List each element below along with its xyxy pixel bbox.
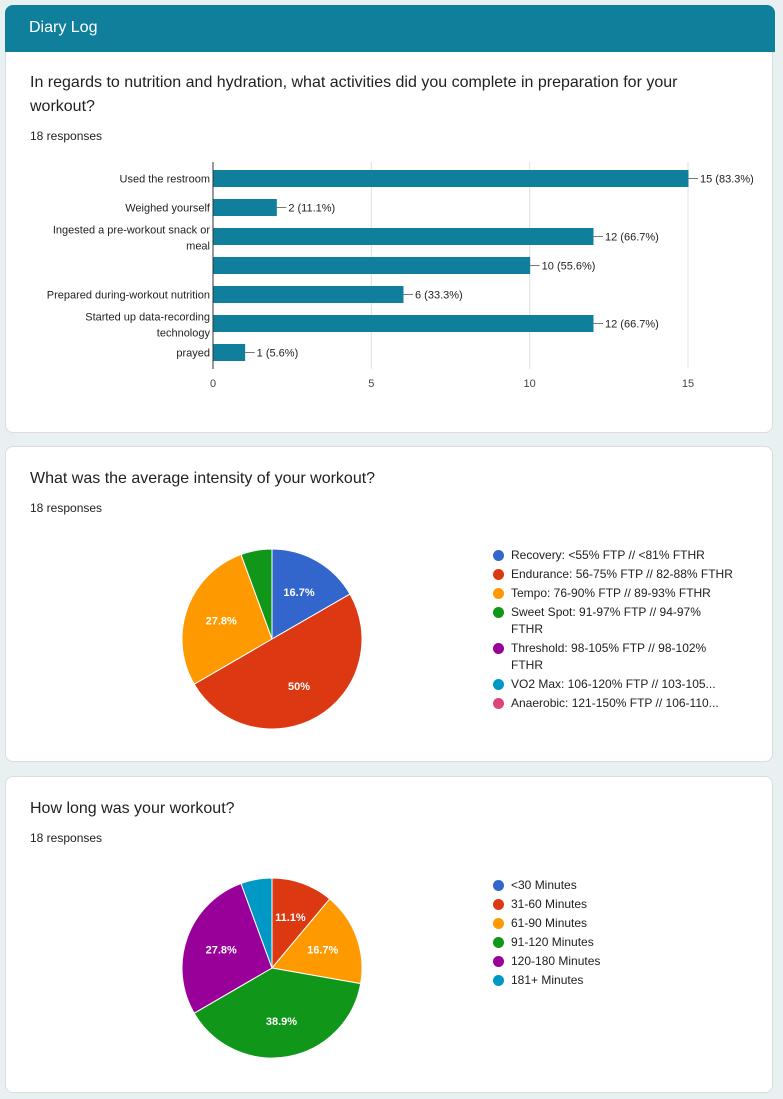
category-label: technology (157, 328, 211, 340)
data-label: 6 (33.3%) (415, 290, 463, 302)
legend-swatch (493, 899, 504, 910)
legend-swatch (493, 569, 504, 580)
category-label: Ingested a pre-workout snack or (53, 225, 210, 237)
pie-slice-label: 50% (288, 681, 310, 693)
legend-item: VO2 Max: 106-120% FTP // 103-105... (493, 676, 733, 693)
legend-swatch (493, 588, 504, 599)
data-label: 2 (11.1%) (288, 203, 335, 215)
legend-label: Sweet Spot: 91-97% FTP // 94-97% FTHR (511, 605, 701, 636)
bar (213, 315, 594, 332)
legend-label: VO2 Max: 106-120% FTP // 103-105... (511, 677, 716, 691)
legend-label: Recovery: <55% FTP // <81% FTHR (511, 548, 705, 562)
question-card-duration: How long was your workout? 18 responses … (5, 776, 773, 1093)
legend-swatch (493, 975, 504, 986)
question-title: How long was your workout? (30, 800, 235, 817)
legend-swatch (493, 698, 504, 709)
legend-item: 120-180 Minutes (493, 953, 733, 970)
question-title: In regards to nutrition and hydration, w… (30, 74, 678, 115)
pie-slice-label: 16.7% (307, 944, 338, 956)
pie-chart-duration: 11.1% 16.7% 38.9% 27.8% (181, 877, 363, 1059)
data-label: 12 (66.7%) (605, 232, 659, 244)
x-tick-label: 5 (368, 378, 374, 390)
category-label: prayed (176, 348, 210, 360)
pie-slice (271, 548, 351, 640)
legend-item: Threshold: 98-105% FTP // 98-102% FTHR (493, 640, 733, 674)
legend-intensity: Recovery: <55% FTP // <81% FTHR Endurance… (493, 547, 733, 714)
legend-swatch (493, 937, 504, 948)
pie-slice (271, 898, 363, 985)
pie-slice (193, 967, 362, 1059)
bar (213, 286, 404, 303)
response-count: 18 responses (30, 831, 103, 845)
question-title: What was the average intensity of your w… (30, 470, 376, 487)
bar (213, 199, 277, 216)
legend-swatch (493, 607, 504, 618)
category-label: Used the restroom (120, 174, 210, 186)
legend-label: 31-60 Minutes (511, 897, 588, 911)
pie-chart-intensity: 16.7% 50% 27.8% (181, 548, 363, 730)
x-tick-label: 15 (682, 378, 694, 390)
question-card-nutrition: In regards to nutrition and hydration, w… (5, 52, 773, 433)
pie-slice-label: 11.1% (275, 912, 306, 924)
response-count: 18 responses (30, 129, 103, 143)
category-label: Weighed yourself (125, 203, 211, 215)
legend-label: 181+ Minutes (511, 973, 584, 987)
form-header: Diary Log (5, 5, 775, 52)
legend-label: 120-180 Minutes (511, 954, 601, 968)
legend-label: Endurance: 56-75% FTP // 82-88% FTHR (511, 567, 733, 581)
x-tick-label: 0 (210, 378, 216, 390)
pie-slice (181, 553, 273, 685)
legend-swatch (493, 956, 504, 967)
legend-label: Threshold: 98-105% FTP // 98-102% FTHR (511, 641, 707, 672)
category-label: meal (186, 241, 210, 253)
legend-item: Recovery: <55% FTP // <81% FTHR (493, 547, 733, 564)
legend-item: 61-90 Minutes (493, 915, 733, 932)
data-label: 10 (55.6%) (542, 261, 596, 273)
legend-swatch (493, 643, 504, 654)
x-tick-label: 10 (524, 378, 536, 390)
legend-label: 91-120 Minutes (511, 935, 594, 949)
legend-item: <30 Minutes (493, 877, 733, 894)
pie-slice-label: 38.9% (266, 1016, 297, 1028)
category-label: Prepared during-workout nutrition (47, 290, 210, 302)
legend-swatch (493, 918, 504, 929)
bar (213, 344, 246, 361)
legend-item: 181+ Minutes (493, 972, 733, 989)
question-card-intensity: What was the average intensity of your w… (5, 446, 773, 762)
legend-label: Tempo: 76-90% FTP // 89-93% FTHR (511, 586, 711, 600)
legend-swatch (493, 679, 504, 690)
response-count: 18 responses (30, 501, 103, 515)
legend-item: 31-60 Minutes (493, 896, 733, 913)
legend-swatch (493, 550, 504, 561)
bar-chart: 0 5 10 15 15 (83.3%) Used the restroom 2 (11.1… (47, 162, 754, 390)
data-label: 12 (66.7%) (605, 319, 659, 331)
data-label: 1 (5.6%) (257, 348, 299, 360)
pie-slice-label: 16.7% (283, 587, 314, 599)
legend-label: <30 Minutes (511, 878, 577, 892)
legend-item: Sweet Spot: 91-97% FTP // 94-97% FTHR (493, 604, 733, 638)
legend-label: 61-90 Minutes (511, 916, 588, 930)
pie-slice-label: 27.8% (206, 616, 237, 628)
legend-item: Tempo: 76-90% FTP // 89-93% FTHR (493, 585, 733, 602)
legend-item: Anaerobic: 121-150% FTP // 106-110... (493, 695, 733, 712)
legend-label: Anaerobic: 121-150% FTP // 106-110... (511, 696, 719, 710)
legend-duration: <30 Minutes 31-60 Minutes 61-90 Minutes 91-… (493, 877, 733, 991)
pie-slice (181, 882, 273, 1014)
legend-swatch (493, 880, 504, 891)
bar (213, 257, 531, 274)
pie-slice-label: 27.8% (206, 945, 237, 957)
bar (213, 170, 689, 187)
legend-item: Endurance: 56-75% FTP // 82-88% FTHR (493, 566, 733, 583)
legend-item: 91-120 Minutes (493, 934, 733, 951)
pie-slice (193, 593, 363, 730)
form-title: Diary Log (29, 19, 98, 36)
category-label: Started up data-recording (85, 312, 210, 324)
bar (213, 228, 594, 245)
pie-slice (240, 877, 273, 969)
data-label: 15 (83.3%) (700, 174, 754, 186)
pie-slice (240, 548, 273, 640)
